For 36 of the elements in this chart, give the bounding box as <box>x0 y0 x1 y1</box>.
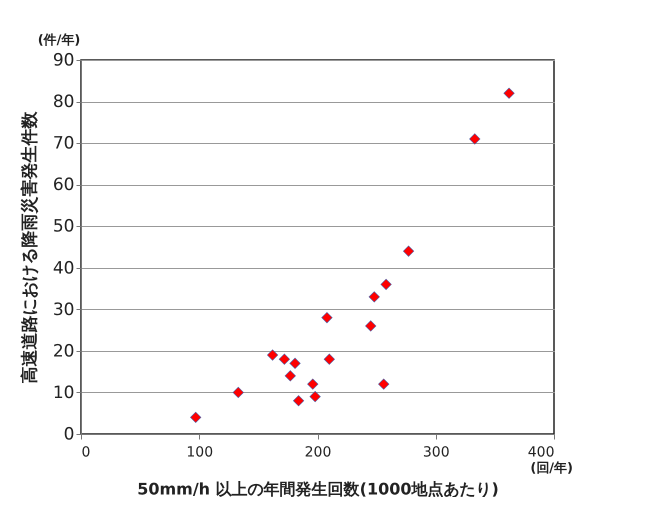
y-tick-label: 60 <box>52 175 74 196</box>
y-tick-label: 40 <box>52 258 74 278</box>
text: (回/年) <box>530 461 573 476</box>
point <box>378 378 390 390</box>
point <box>307 378 318 390</box>
y-tick-label: 30 <box>52 300 74 320</box>
y-tick-label: 10 <box>52 382 74 403</box>
x-tick-label: 400 <box>528 444 554 460</box>
y-tick-label: 90 <box>52 50 74 70</box>
x-tick-label: 200 <box>304 444 332 460</box>
text: (件/年) <box>38 33 80 48</box>
point <box>380 278 392 290</box>
point <box>403 246 414 257</box>
point <box>321 312 333 324</box>
x-tick-label: 300 <box>422 444 450 460</box>
y-tick-label: 80 <box>52 92 74 112</box>
point <box>310 391 321 402</box>
point <box>284 370 296 382</box>
point <box>267 350 278 361</box>
point <box>365 320 376 332</box>
point <box>190 412 202 423</box>
point <box>368 291 380 302</box>
x-tick-label: 0 <box>82 444 90 460</box>
y-tick-label: 0 <box>64 424 74 444</box>
point <box>324 354 335 365</box>
y-tick-label: 50 <box>52 216 74 237</box>
point <box>293 395 304 406</box>
y-tick-label: 20 <box>52 341 74 362</box>
point <box>504 88 515 99</box>
x-tick-label: 100 <box>186 444 214 460</box>
y-tick-label: 70 <box>52 134 74 154</box>
y-axis-title: 高速道路における降雨災害発生件数 <box>20 110 40 384</box>
point <box>232 386 244 398</box>
point <box>278 354 290 365</box>
point <box>289 358 301 369</box>
point <box>469 133 480 144</box>
